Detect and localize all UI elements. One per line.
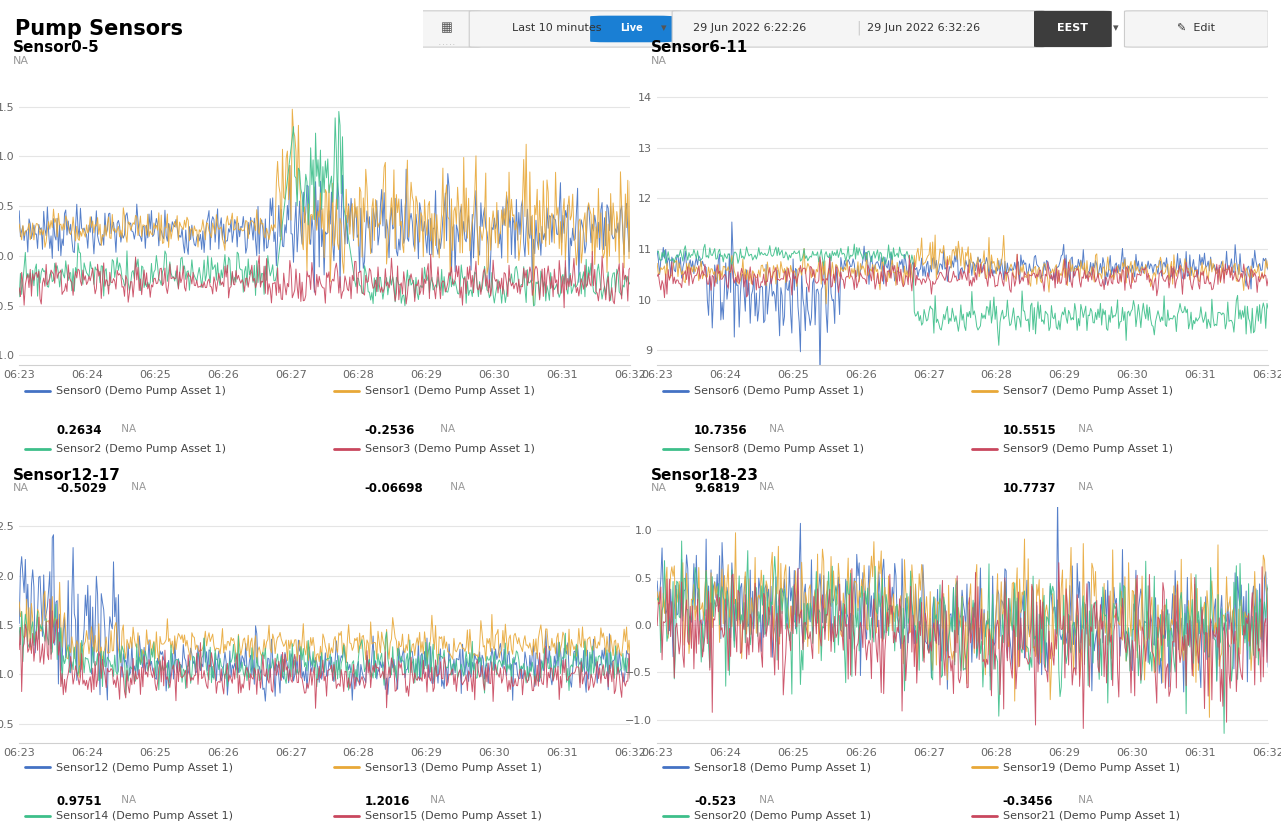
Text: 10.7356: 10.7356 [694, 424, 748, 437]
FancyBboxPatch shape [1125, 11, 1268, 47]
Text: Sensor6 (Demo Pump Asset 1): Sensor6 (Demo Pump Asset 1) [694, 386, 863, 396]
Text: Sensor12 (Demo Pump Asset 1): Sensor12 (Demo Pump Asset 1) [56, 763, 233, 773]
Text: 0.2634: 0.2634 [56, 424, 101, 437]
Text: · · · · ·: · · · · · [439, 42, 455, 47]
Text: NA: NA [118, 795, 137, 805]
Text: Sensor21 (Demo Pump Asset 1): Sensor21 (Demo Pump Asset 1) [1003, 811, 1180, 821]
Text: 9.6819: 9.6819 [694, 482, 739, 495]
FancyBboxPatch shape [414, 11, 480, 47]
Text: Sensor15 (Demo Pump Asset 1): Sensor15 (Demo Pump Asset 1) [365, 811, 542, 821]
Text: 1.2016: 1.2016 [365, 795, 410, 807]
FancyBboxPatch shape [1034, 11, 1112, 47]
Text: Sensor19 (Demo Pump Asset 1): Sensor19 (Demo Pump Asset 1) [1003, 763, 1180, 773]
Text: NA: NA [651, 56, 666, 66]
Text: -0.06698: -0.06698 [365, 482, 424, 495]
Text: -0.2536: -0.2536 [365, 424, 415, 437]
Text: Sensor18-23: Sensor18-23 [651, 468, 758, 483]
Text: NA: NA [427, 795, 446, 805]
Text: NA: NA [766, 424, 784, 434]
Text: Sensor0 (Demo Pump Asset 1): Sensor0 (Demo Pump Asset 1) [56, 386, 225, 396]
Text: 29 Jun 2022 6:22:26: 29 Jun 2022 6:22:26 [693, 23, 807, 33]
Text: NA: NA [13, 483, 28, 493]
Text: Last 10 minutes: Last 10 minutes [511, 23, 601, 33]
Text: NA: NA [756, 482, 775, 492]
Text: Sensor13 (Demo Pump Asset 1): Sensor13 (Demo Pump Asset 1) [365, 763, 542, 773]
Text: NA: NA [128, 482, 146, 492]
Text: Sensor18 (Demo Pump Asset 1): Sensor18 (Demo Pump Asset 1) [694, 763, 871, 773]
Text: Sensor1 (Demo Pump Asset 1): Sensor1 (Demo Pump Asset 1) [365, 386, 534, 396]
Text: ▾: ▾ [1113, 23, 1118, 33]
Text: Sensor0-5: Sensor0-5 [13, 39, 100, 55]
Text: Sensor14 (Demo Pump Asset 1): Sensor14 (Demo Pump Asset 1) [56, 811, 233, 821]
Text: ▾: ▾ [661, 23, 666, 33]
Text: NA: NA [1075, 482, 1093, 492]
FancyBboxPatch shape [591, 16, 673, 42]
Text: |: | [856, 20, 861, 35]
FancyBboxPatch shape [469, 11, 680, 47]
Text: NA: NA [118, 424, 137, 434]
Text: 10.5515: 10.5515 [1003, 424, 1057, 437]
Text: NA: NA [447, 482, 465, 492]
Text: Sensor12-17: Sensor12-17 [13, 468, 120, 483]
Text: Sensor7 (Demo Pump Asset 1): Sensor7 (Demo Pump Asset 1) [1003, 386, 1172, 396]
Text: NA: NA [13, 56, 28, 66]
Text: ▦: ▦ [442, 21, 453, 34]
Text: Live: Live [620, 23, 643, 33]
Text: -0.523: -0.523 [694, 795, 737, 807]
FancyBboxPatch shape [673, 11, 1044, 47]
Text: ✎  Edit: ✎ Edit [1177, 23, 1216, 33]
Text: Sensor20 (Demo Pump Asset 1): Sensor20 (Demo Pump Asset 1) [694, 811, 871, 821]
Text: 29 Jun 2022 6:32:26: 29 Jun 2022 6:32:26 [867, 23, 980, 33]
Text: 0.9751: 0.9751 [56, 795, 101, 807]
Text: NA: NA [651, 483, 666, 493]
Text: -0.3456: -0.3456 [1003, 795, 1053, 807]
Text: NA: NA [1075, 795, 1093, 805]
Text: NA: NA [756, 795, 775, 805]
Text: NA: NA [437, 424, 455, 434]
Text: Sensor6-11: Sensor6-11 [651, 39, 748, 55]
Text: NA: NA [1075, 424, 1093, 434]
Text: Sensor2 (Demo Pump Asset 1): Sensor2 (Demo Pump Asset 1) [56, 444, 225, 454]
Text: Sensor9 (Demo Pump Asset 1): Sensor9 (Demo Pump Asset 1) [1003, 444, 1172, 454]
Text: Sensor8 (Demo Pump Asset 1): Sensor8 (Demo Pump Asset 1) [694, 444, 863, 454]
Text: -0.5029: -0.5029 [56, 482, 106, 495]
Text: EEST: EEST [1057, 23, 1089, 33]
Text: 10.7737: 10.7737 [1003, 482, 1056, 495]
Text: Pump Sensors: Pump Sensors [15, 19, 183, 39]
Text: Sensor3 (Demo Pump Asset 1): Sensor3 (Demo Pump Asset 1) [365, 444, 534, 454]
